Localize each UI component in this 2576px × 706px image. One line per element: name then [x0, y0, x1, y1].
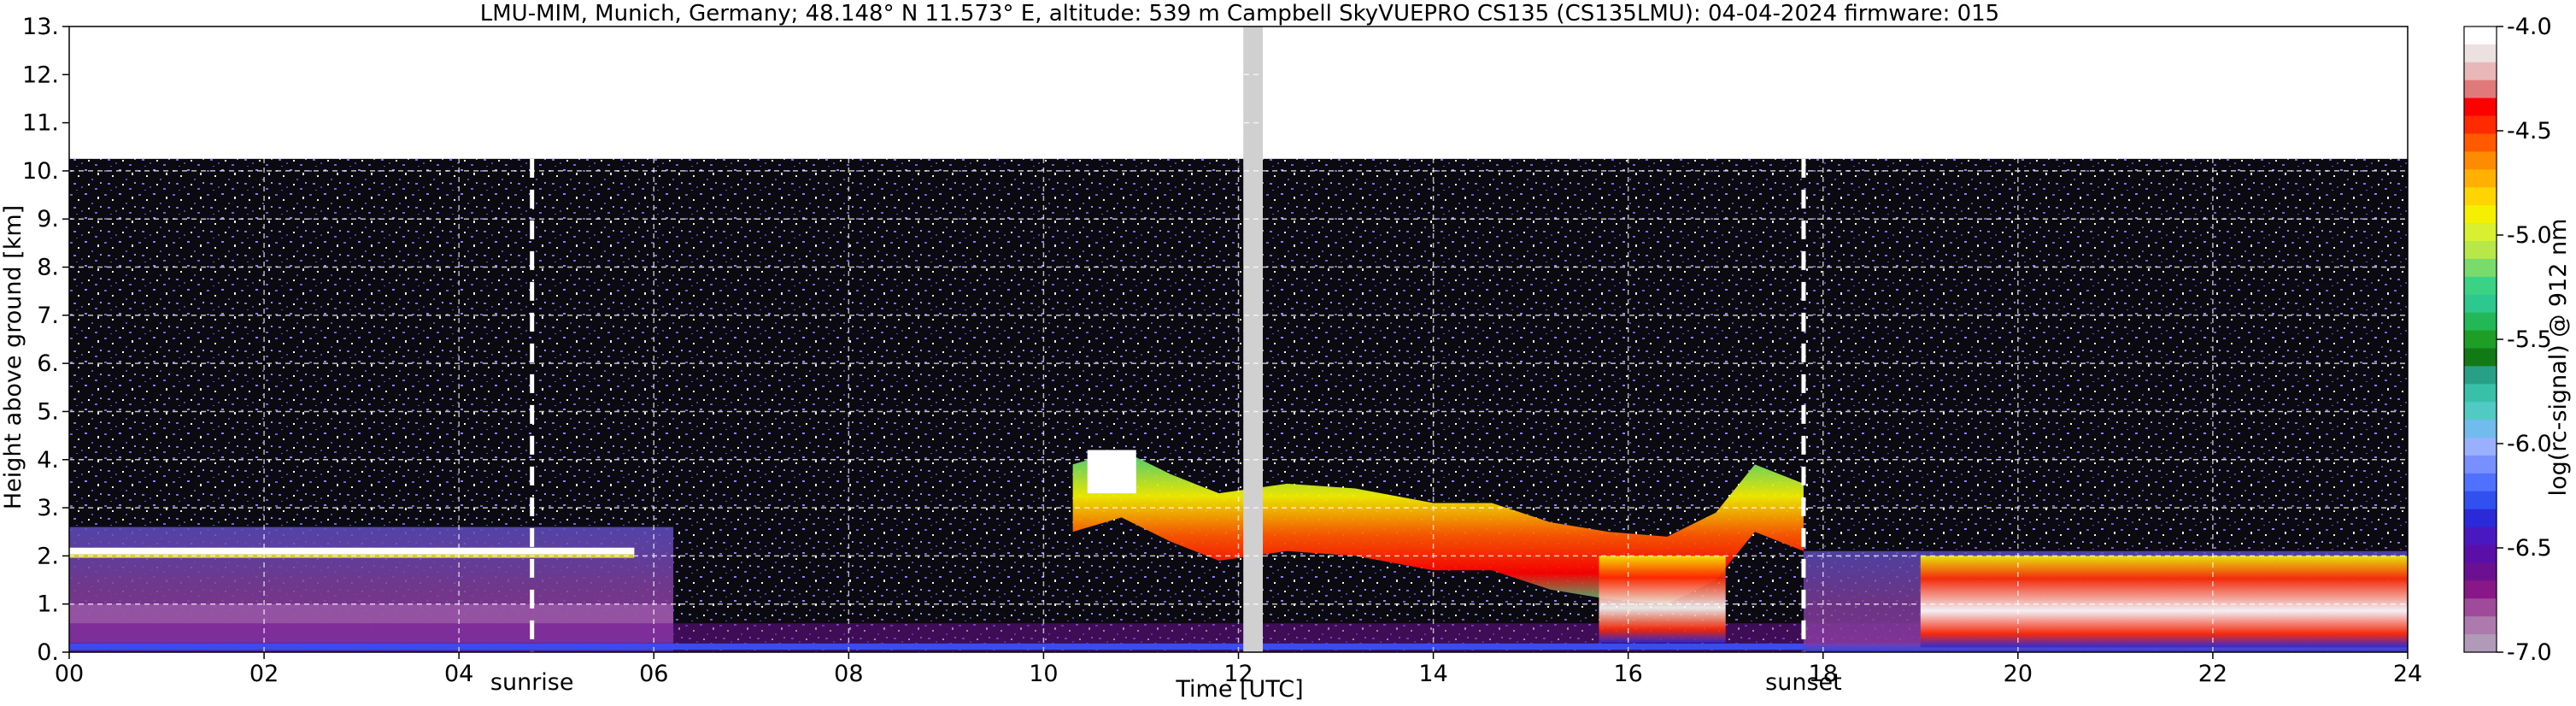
colorbar: -4.0 -4.5 -5.0 -5.5 -6.0 -6.5 -7.0 [2463, 14, 2552, 666]
y-tick-label: 7. [37, 303, 59, 329]
colorbar-swatch [2464, 276, 2497, 296]
sun-annotations: sunrise sunset [490, 158, 1842, 696]
colorbar-swatch [2464, 348, 2497, 367]
colorbar-swatch [2464, 491, 2497, 510]
colorbar-swatch [2464, 509, 2497, 528]
low-convective-cloud [1920, 556, 2408, 648]
colorbar-swatch [2464, 616, 2497, 635]
colorbar-swatch [2464, 420, 2497, 438]
data-gap [1243, 26, 1264, 652]
colorbar-swatch [2464, 580, 2497, 599]
colorbar-swatch [2464, 598, 2497, 617]
x-tick-label: 06 [639, 661, 668, 687]
colorbar-swatch [2464, 438, 2497, 456]
colorbar-tick-label: -7.0 [2507, 639, 2552, 666]
y-tick-label: 6. [37, 350, 59, 377]
chart-title: LMU-MIM, Munich, Germany; 48.148° N 11.5… [480, 1, 1999, 26]
colorbar-tick-label: -6.0 [2507, 431, 2552, 457]
x-tick-label: 12 [1223, 661, 1253, 687]
axes: 0. 1. 2. 3. 4. 5. 6. 7. 8. 9. 10. 11. 12. 13. 00 02 04 06… [22, 14, 2422, 687]
cloud-top-morning [69, 547, 635, 555]
colorbar-label: log(rc-signal) @ 912 nm [2545, 219, 2572, 497]
x-tick-label: 08 [834, 661, 863, 687]
colorbar-swatch [2464, 240, 2497, 260]
x-tick-label: 22 [2198, 661, 2227, 687]
x-tick-label: 20 [2004, 661, 2033, 687]
y-tick-label: 0. [37, 639, 59, 666]
y-tick-label: 13. [22, 14, 59, 40]
x-tick-label: 14 [1418, 661, 1447, 687]
colorbar-swatch [2464, 366, 2497, 385]
y-tick-label: 10. [22, 158, 59, 185]
colorbar-swatch [2464, 527, 2497, 546]
colorbar-swatch [2464, 330, 2497, 350]
y-axis-label: Height above ground [km] [0, 205, 26, 509]
colorbar-tick-label: -5.5 [2507, 327, 2552, 353]
colorbar-tick-label: -4.5 [2507, 118, 2552, 144]
colorbar-swatch [2464, 294, 2497, 314]
elevated-layer-core [1087, 450, 1136, 494]
colorbar-swatch [2464, 634, 2497, 653]
colorbar-swatch [2464, 169, 2497, 188]
x-tick-label: 04 [444, 661, 473, 687]
x-tick-label: 16 [1613, 661, 1642, 687]
colorbar-swatch [2464, 187, 2497, 206]
colorbar-swatch [2464, 402, 2497, 421]
surface-layer [69, 643, 2408, 650]
colorbar-swatch [2464, 205, 2497, 224]
colorbar-swatch [2464, 115, 2497, 135]
colorbar-swatch [2464, 384, 2497, 403]
y-tick-label: 2. [37, 543, 59, 569]
y-tick-label: 12. [22, 62, 59, 88]
grid-lines [69, 26, 2408, 652]
y-tick-label: 1. [37, 591, 59, 618]
sunrise-label: sunrise [490, 669, 574, 696]
colorbar-swatch [2464, 26, 2497, 45]
x-tick-label: 02 [249, 661, 279, 687]
colorbar-swatch [2464, 133, 2497, 152]
x-tick-label: 24 [2393, 661, 2422, 687]
colorbar-tick-label: -6.5 [2507, 535, 2552, 562]
x-axis-label: Time [UTC] [1175, 676, 1303, 703]
sunset-label: sunset [1765, 669, 1842, 696]
colorbar-swatch [2464, 312, 2497, 332]
y-tick-label: 8. [37, 255, 59, 281]
y-tick-label: 9. [37, 206, 59, 232]
colorbar-swatch [2464, 473, 2497, 492]
colorbar-swatch [2464, 562, 2497, 581]
colorbar-tick-label: -5.0 [2507, 222, 2552, 249]
x-tick-label: 18 [1809, 661, 1838, 687]
colorbar-swatch [2464, 455, 2497, 474]
colorbar-swatch [2464, 223, 2497, 242]
y-tick-label: 3. [37, 495, 59, 521]
colorbar-swatch [2464, 544, 2497, 564]
colorbar-swatch [2464, 97, 2497, 117]
colorbar-swatch [2464, 79, 2497, 99]
colorbar-swatch [2464, 44, 2497, 63]
precip-shaft [1599, 556, 1726, 643]
x-tick-label: 10 [1029, 661, 1058, 687]
colorbar-swatch [2464, 151, 2497, 170]
colorbar-tick-label: -4.0 [2507, 14, 2552, 40]
colorbar-swatch [2464, 258, 2497, 278]
y-tick-label: 4. [37, 447, 59, 474]
x-tick-label: 00 [55, 661, 84, 687]
y-tick-label: 5. [37, 398, 59, 425]
colorbar-swatch [2464, 62, 2497, 81]
y-tick-label: 11. [22, 110, 59, 137]
